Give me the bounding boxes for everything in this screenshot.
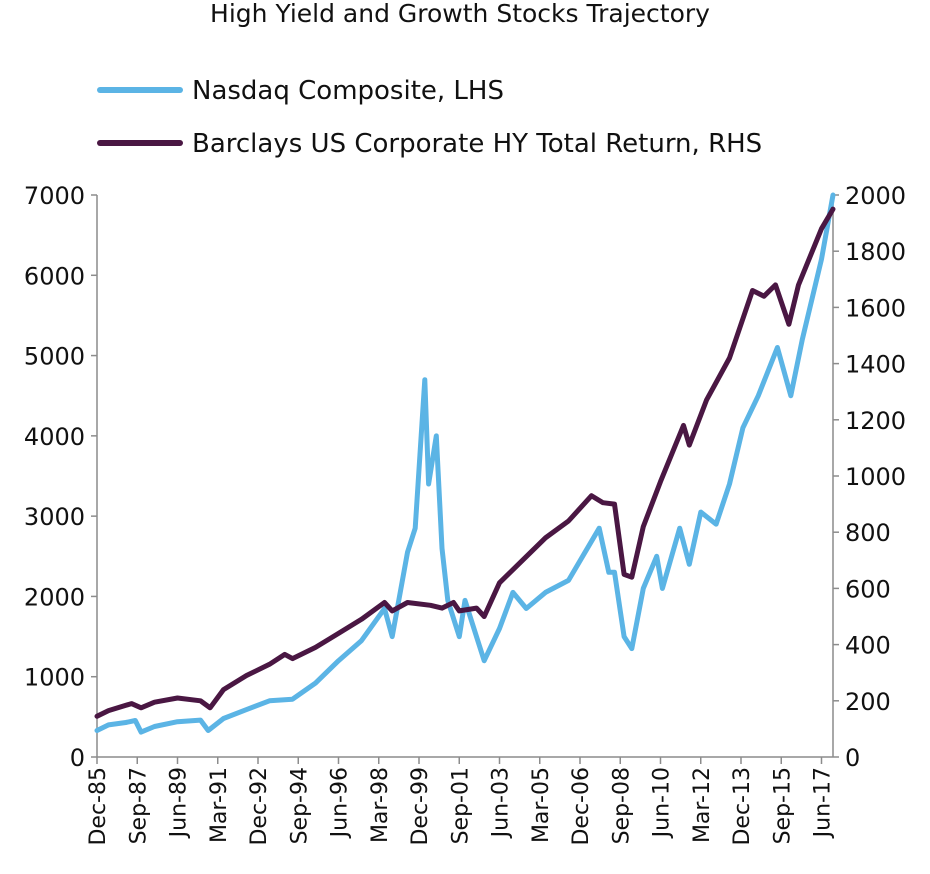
x-tick-label: Sep-08 [609, 767, 634, 844]
plot-lines [94, 192, 836, 735]
right-tick-label: 200 [845, 688, 891, 716]
left-tick-label: 3000 [24, 503, 85, 531]
right-tick-label: 2000 [845, 182, 906, 210]
right-tick-label: 1400 [845, 351, 906, 379]
right-tick-label: 1800 [845, 238, 906, 266]
x-tick-label: Mar-91 [207, 767, 232, 843]
x-tick-label: Dec-13 [730, 767, 755, 846]
chart-title: High Yield and Growth Stocks Trajectory [210, 0, 710, 28]
x-tick-label: Dec-92 [247, 767, 272, 846]
x-tick-label: Jun-03 [489, 767, 514, 839]
right-tick-label: 0 [845, 744, 860, 772]
x-tick-label: Sep-01 [448, 767, 473, 844]
right-tick-label: 400 [845, 632, 891, 660]
right-tick-label: 600 [845, 575, 891, 603]
x-tick-label: Mar-05 [529, 767, 554, 843]
x-tick-label: Jun-96 [328, 767, 353, 839]
x-tick-label: Mar-12 [690, 767, 715, 843]
legend-label-high-yield: Barclays US Corporate HY Total Return, R… [192, 129, 762, 159]
left-tick-label: 4000 [24, 423, 85, 451]
axes: 0 1000 2000 3000 4000 5000 6000 7000 0 200 400 600 8… [24, 182, 906, 846]
x-tick-label: Jun-10 [650, 767, 675, 839]
left-tick-label: 7000 [24, 182, 85, 210]
right-tick-label: 1000 [845, 463, 906, 491]
right-tick-label: 800 [845, 519, 891, 547]
right-tick-label: 1600 [845, 294, 906, 322]
left-tick-label: 2000 [24, 583, 85, 611]
x-tick-label: Sep-87 [126, 767, 151, 844]
x-tick-label: Sep-94 [287, 767, 312, 844]
series-line-high-yield [94, 206, 836, 719]
left-tick-label: 6000 [24, 262, 85, 290]
right-tick-label: 1200 [845, 407, 906, 435]
series-line-nasdaq [94, 192, 836, 735]
x-tick-label: Jun-89 [167, 767, 192, 839]
left-tick-label: 1000 [24, 664, 85, 692]
x-tick-label: Dec-06 [569, 767, 594, 846]
legend-label-nasdaq: Nasdaq Composite, LHS [192, 76, 504, 106]
x-tick-label: Dec-85 [86, 767, 111, 846]
x-tick-label: Dec-99 [408, 767, 433, 846]
left-tick-label: 5000 [24, 343, 85, 371]
x-tick-label: Mar-98 [368, 767, 393, 843]
legend: Nasdaq Composite, LHS Barclays US Corpor… [97, 76, 762, 159]
x-tick-label: Sep-15 [770, 767, 795, 844]
left-tick-label: 0 [70, 744, 85, 772]
x-tick-label: Jun-17 [811, 767, 836, 839]
